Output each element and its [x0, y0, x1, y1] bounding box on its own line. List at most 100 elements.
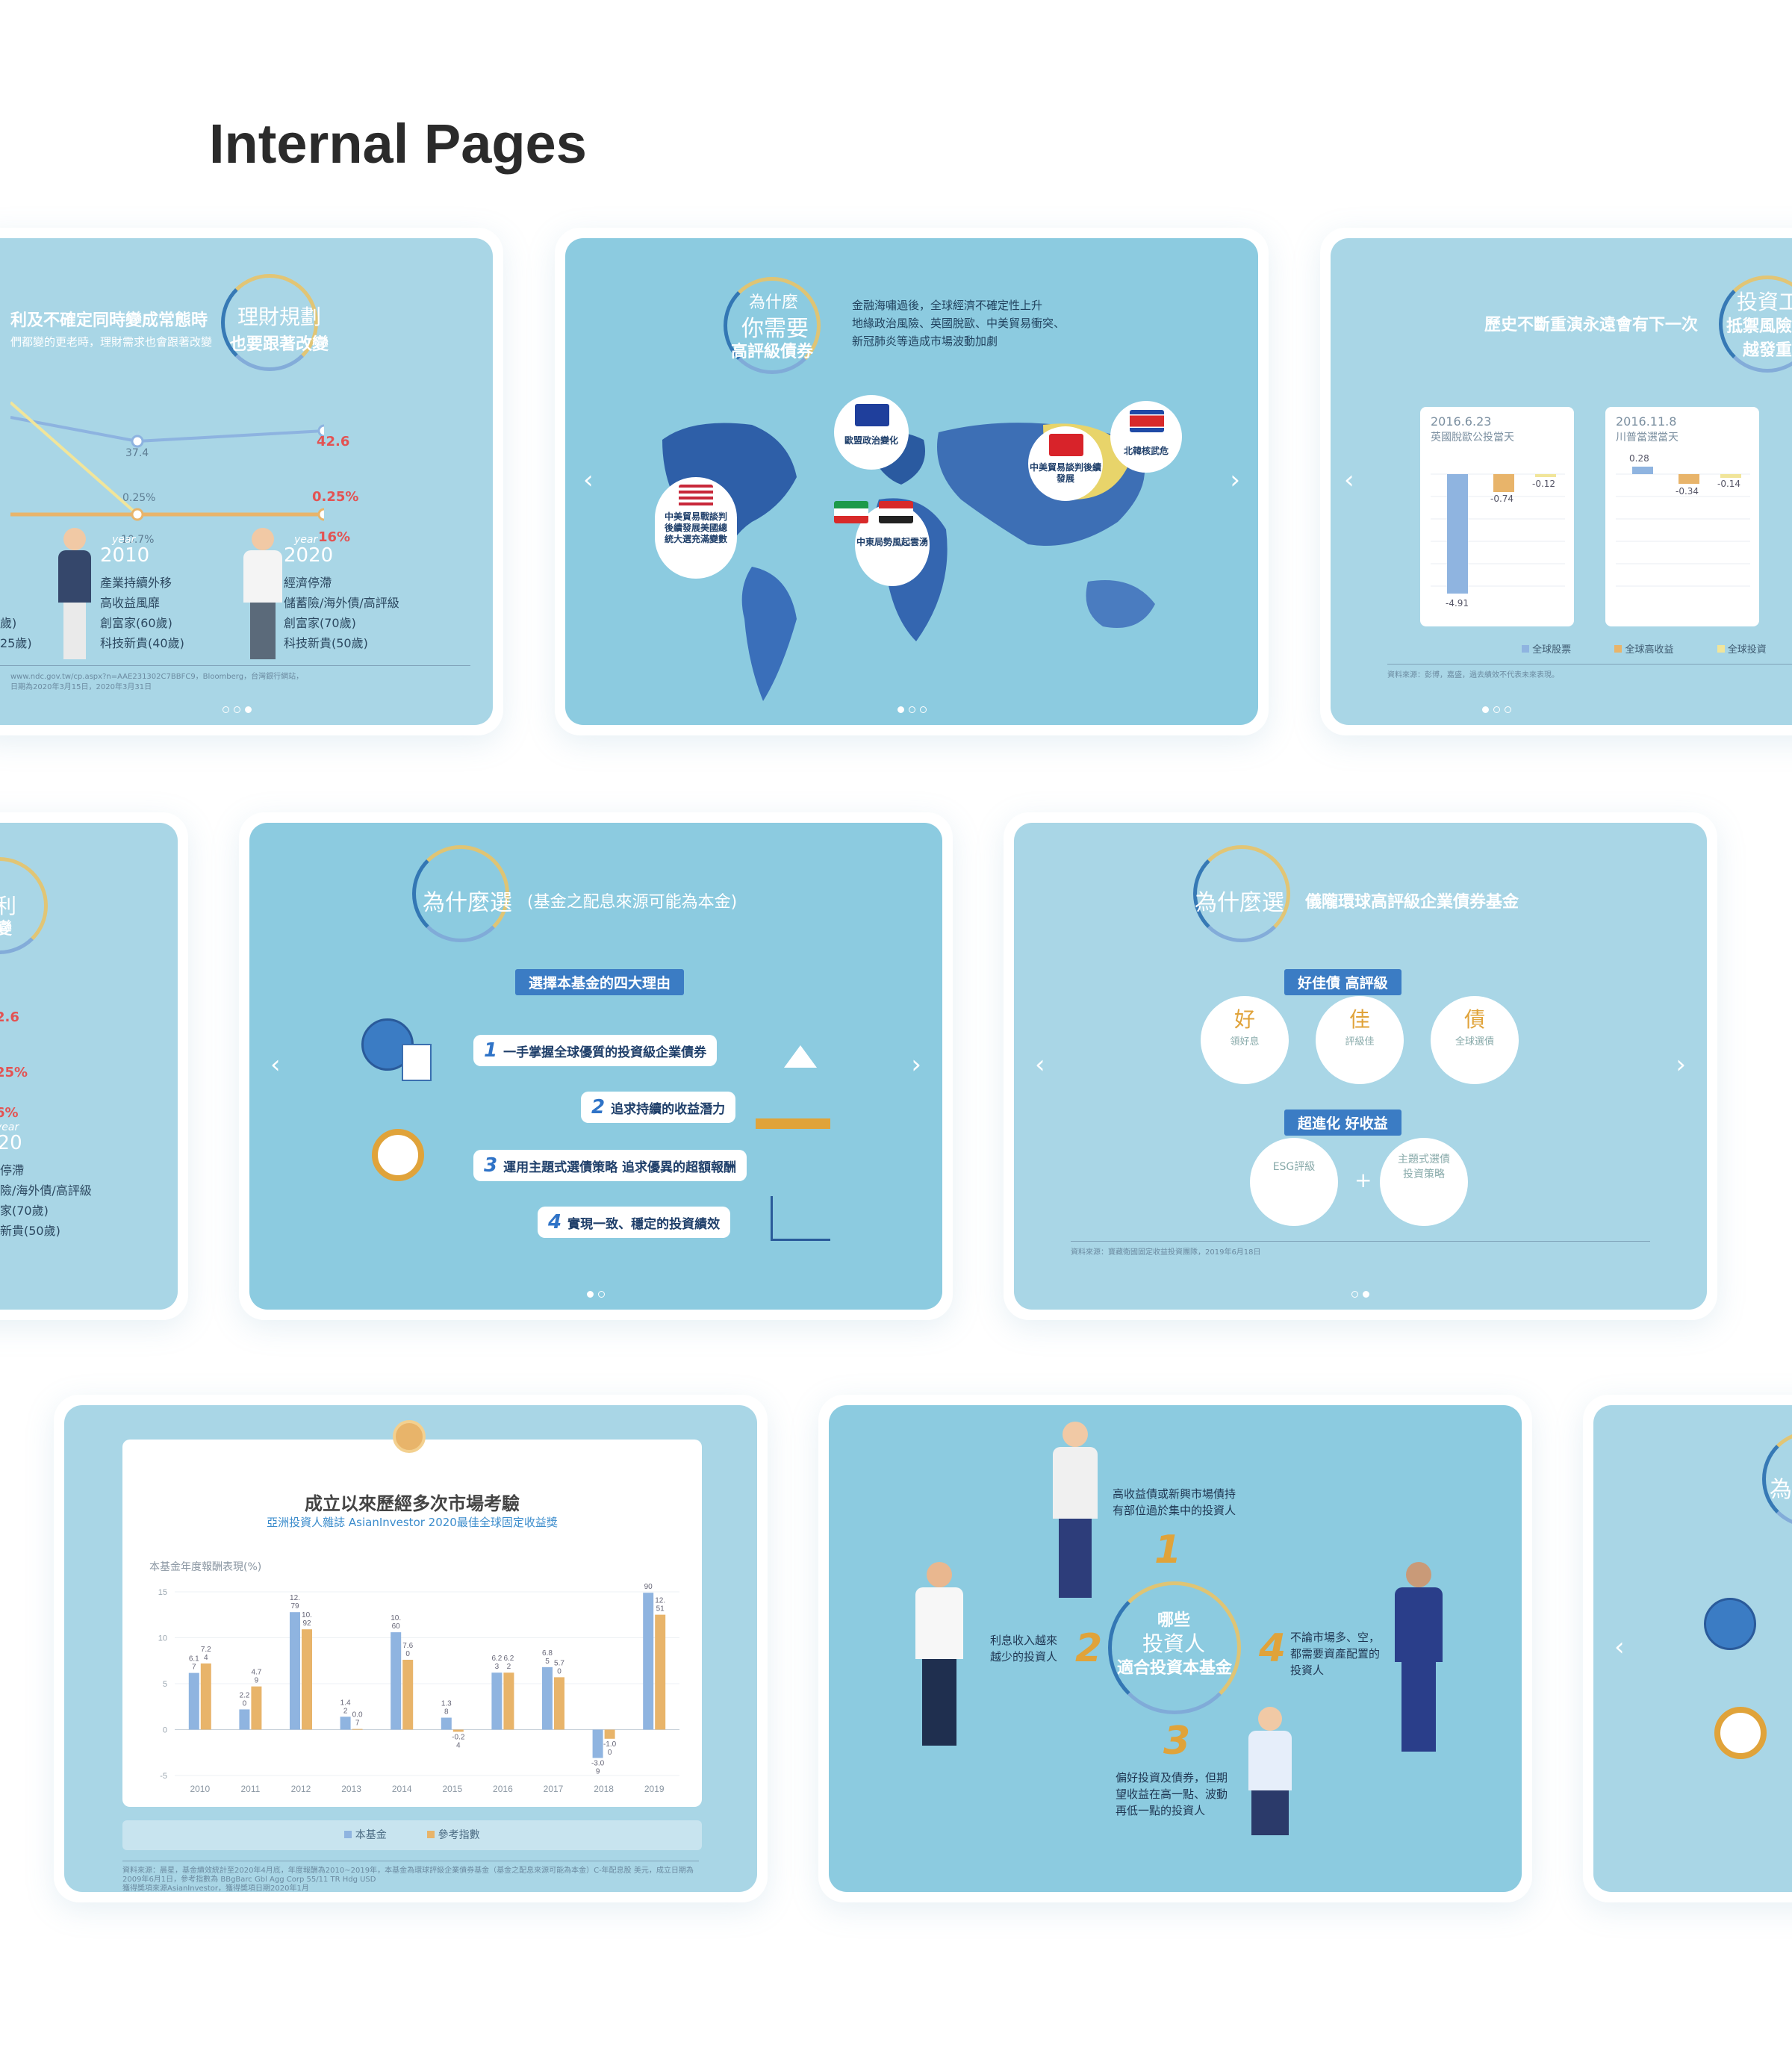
left-cut-text: 歲) 25歲)	[0, 613, 32, 653]
list-item: 經濟停滯	[284, 576, 332, 590]
pager-dots[interactable]	[565, 706, 1258, 713]
bar-stock	[1632, 467, 1653, 474]
data-label: 0	[557, 1667, 561, 1675]
feature-small: 全球選債	[1455, 1036, 1494, 1048]
slide-frame-investors[interactable]: 哪些 投資人 適合投資本基金 高收益債或新興市場債持 有部位過於集中的投資人 1…	[818, 1395, 1532, 1902]
value-p1: 0.25%	[122, 492, 156, 504]
slide-frame-history[interactable]: 歷史不斷重演永遠會有下一次 投資工 抵禦風險 越發重 2016.6.23 英國脫…	[1320, 228, 1792, 735]
slide-frame-fund-features[interactable]: 為什麼選 儀隴環球高評級企業債券基金 好佳債 高評級 好 領好息 佳 評級佳 債…	[1004, 812, 1717, 1320]
event-card-1: 2016.6.23 英國脫歐公投當天 -4.91 -0.74 -0.12	[1420, 407, 1574, 626]
x-tick-label: 2019	[644, 1784, 665, 1794]
pager-dots[interactable]	[1014, 1291, 1707, 1298]
legend-fund: 本基金	[355, 1829, 387, 1841]
badge-line-1: 理財規劃	[237, 305, 322, 329]
ribbon-1: 好佳債 高評級	[1284, 969, 1401, 995]
reason-3: 3 運用主題式選債策略 追求優異的超額報酬	[473, 1150, 747, 1181]
arrow-up-icon	[784, 1045, 817, 1068]
source-line-1: www.ndc.gov.tw/cp.aspx?n=AAE231302C7BBFC…	[10, 673, 304, 681]
data-label: 10.	[302, 1611, 312, 1619]
page-title: Internal Pages	[209, 113, 587, 175]
x-tick-label: 2017	[544, 1784, 564, 1794]
slide-frame-financial-planning[interactable]: 利及不確定同時變成常態時 們都變的更老時，理財需求也會跟著改變 理財規劃 也要跟…	[0, 228, 503, 735]
prev-arrow[interactable]: ‹	[270, 1050, 281, 1080]
feature-big: 債	[1463, 1007, 1485, 1032]
feature-bond: 債 全球選債	[1431, 996, 1519, 1084]
card-event: 川普當選當天	[1616, 432, 1679, 444]
data-label: 2	[507, 1663, 511, 1671]
bar-ig	[1720, 474, 1741, 478]
text-line: 投資人	[1290, 1664, 1325, 1677]
list-item: 25歲)	[0, 636, 32, 650]
legend-index: 參考指數	[438, 1829, 480, 1841]
feature-small: 領好息	[1230, 1036, 1260, 1048]
card-event: 英國脫歐公投當天	[1431, 432, 1514, 444]
bar-fund	[340, 1717, 351, 1730]
coins-icon	[756, 1069, 830, 1129]
reason-number: 2	[591, 1096, 606, 1118]
chart-card: 成立以來歷經多次市場考驗 亞洲投資人雜誌 AsianInvestor 2020最…	[122, 1420, 702, 1807]
prev-arrow[interactable]: ‹	[583, 465, 594, 495]
bar-fund	[643, 1593, 654, 1730]
bar-fund	[391, 1632, 402, 1730]
trend-lines	[10, 401, 324, 521]
next-arrow[interactable]: ›	[911, 1050, 921, 1080]
bar-label: -4.91	[1446, 598, 1469, 609]
reason-text: 追求持續的收益潛力	[611, 1102, 726, 1117]
reason-2: 2 追求持續的收益潛力	[581, 1092, 736, 1123]
cut-text: 25%	[0, 1065, 28, 1080]
prev-arrow[interactable]: ‹	[1035, 1050, 1045, 1080]
card-chart	[1431, 473, 1565, 594]
data-label: 1.4	[340, 1699, 351, 1707]
data-label: 7	[355, 1720, 360, 1728]
bar-label: -0.74	[1490, 494, 1514, 504]
bar-index	[251, 1686, 262, 1730]
cut-text: year	[0, 1121, 19, 1133]
text-line: 不論市場多、空，	[1290, 1631, 1381, 1644]
question-1: 為什麼	[749, 293, 799, 312]
slide-frame-partial-right[interactable]: 為 ‹	[1583, 1395, 1792, 1902]
divider	[1071, 1241, 1650, 1242]
text-line: 偏好投資及債券，但期	[1116, 1771, 1228, 1784]
data-label: 6.2	[491, 1655, 502, 1663]
slide-subtitle: (基金之配息來源可能為本金)	[527, 893, 738, 912]
document-icon	[402, 1044, 432, 1081]
slide-screen: 為 ‹	[1593, 1405, 1792, 1892]
slide-frame-performance-chart[interactable]: 成立以來歷經多次市場考驗 亞洲投資人雜誌 AsianInvestor 2020最…	[54, 1395, 768, 1902]
prev-arrow[interactable]: ‹	[1344, 465, 1354, 495]
bar-label: -0.14	[1717, 479, 1741, 489]
flag-cn	[1049, 434, 1083, 456]
prev-arrow[interactable]: ‹	[1614, 1632, 1625, 1662]
next-arrow[interactable]: ›	[1676, 1050, 1686, 1080]
slide-subtitle: 們都變的更老時，理財需求也會跟著改變	[10, 335, 213, 349]
data-label: 14.	[643, 1581, 653, 1583]
data-label: -3.0	[591, 1760, 605, 1768]
award-text: 亞洲投資人雜誌 AsianInvestor 2020最佳全球固定收益獎	[267, 1516, 558, 1529]
growth-chart-icon	[771, 1196, 830, 1241]
x-tick-label: 2014	[392, 1784, 412, 1794]
slide-screen: 利 變 2.6 25% 6% year 020 濟停滯 蓄險/海外債/高評級 富…	[0, 823, 178, 1310]
bubble-label: 中東局勢風起雲湧	[856, 537, 928, 547]
next-arrow[interactable]: ›	[1230, 465, 1240, 495]
pager-dots[interactable]	[0, 706, 493, 713]
bar-fund	[290, 1612, 300, 1730]
data-label: 2	[343, 1707, 348, 1715]
legend-item: 全球高收益	[1625, 644, 1674, 656]
y-tick-label: -5	[160, 1772, 167, 1781]
pager-dots[interactable]	[249, 1291, 942, 1298]
elder-illustration	[243, 528, 282, 662]
feature-small: 主題式選債	[1398, 1154, 1450, 1166]
investor-2-illustration	[915, 1562, 963, 1749]
x-tick-label: 2013	[341, 1784, 361, 1794]
data-label: 79	[290, 1602, 299, 1610]
slide-frame-world-map[interactable]: 為什麼 你需要 高評級債券 金融海嘯過後，全球經濟不確定性上升 地緣政治風險、英…	[555, 228, 1269, 735]
reason-text: 一手掌握全球優質的投資級企業債券	[503, 1045, 707, 1060]
bar-index	[200, 1663, 211, 1730]
badge-line-2: 也要跟著改變	[230, 335, 329, 354]
cut-text: 2.6	[0, 1009, 19, 1025]
slide-frame-four-reasons[interactable]: 為什麼選 (基金之配息來源可能為本金) 選擇本基金的四大理由 1 一手掌握全球優質…	[239, 812, 953, 1320]
slide-screen: 成立以來歷經多次市場考驗 亞洲投資人雜誌 AsianInvestor 2020最…	[64, 1405, 757, 1892]
y-tick-label: 0	[163, 1726, 167, 1735]
card-date: 2016.6.23	[1431, 414, 1492, 429]
slide-frame-partial[interactable]: 利 變 2.6 25% 6% year 020 濟停滯 蓄險/海外債/高評級 富…	[0, 812, 188, 1320]
pager-dots[interactable]	[1331, 706, 1662, 713]
